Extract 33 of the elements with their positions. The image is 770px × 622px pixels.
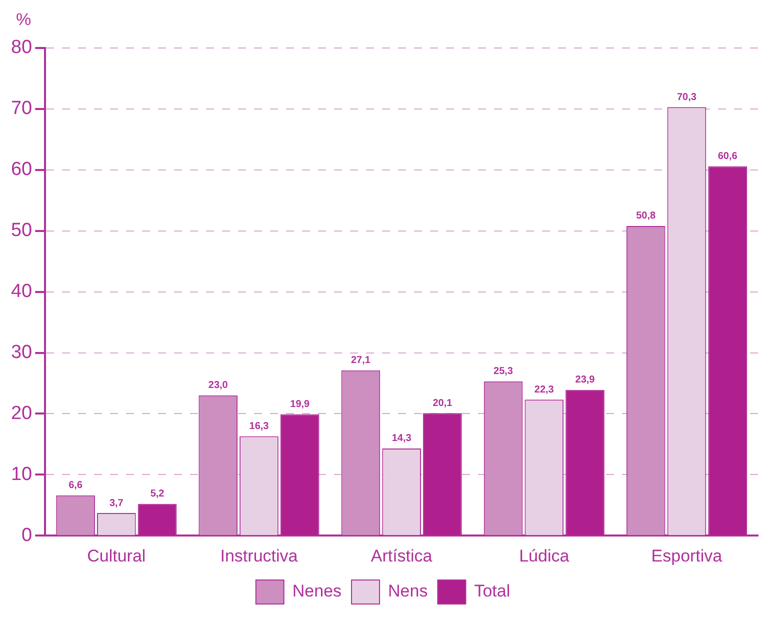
y-tick-label: 70 [10,98,32,120]
x-tick-label: Instructiva [220,546,298,566]
data-label: 3,7 [109,498,124,509]
y-axis-title: % [16,10,32,30]
data-label: 50,8 [636,210,656,222]
data-label: 16,3 [249,421,270,432]
x-tick-label: Cultural [87,546,146,566]
y-tick-label: 80 [10,37,32,58]
y-tick-label: 20 [10,402,32,424]
y-tick-label: 60 [10,159,32,180]
data-label: 25,3 [494,366,514,378]
data-label: 70,3 [676,92,697,103]
data-label: 27,1 [350,355,371,366]
y-tick-label: 0 [22,524,32,546]
data-label: 23,0 [208,380,228,392]
data-label: 23,9 [575,374,596,386]
y-tick-label: 30 [10,342,32,363]
data-label: 19,9 [290,399,310,410]
legend-label: Total [474,582,510,601]
data-label: 14,3 [392,433,412,444]
x-tick-label: Esportiva [651,546,723,566]
data-label: 5,2 [150,488,165,500]
data-label: 60,6 [718,150,738,162]
data-label: 20,1 [432,398,453,409]
y-tick-label: 10 [10,464,32,485]
legend-label: Nenes [292,582,342,601]
legend-label: Nens [388,582,428,601]
x-tick-label: Artística [370,546,433,566]
data-label: 22,3 [534,384,554,396]
y-tick-label: 40 [10,281,32,302]
y-tick-label: 50 [10,220,32,242]
data-label: 6,6 [68,480,83,492]
x-tick-label: Lúdica [519,546,570,566]
